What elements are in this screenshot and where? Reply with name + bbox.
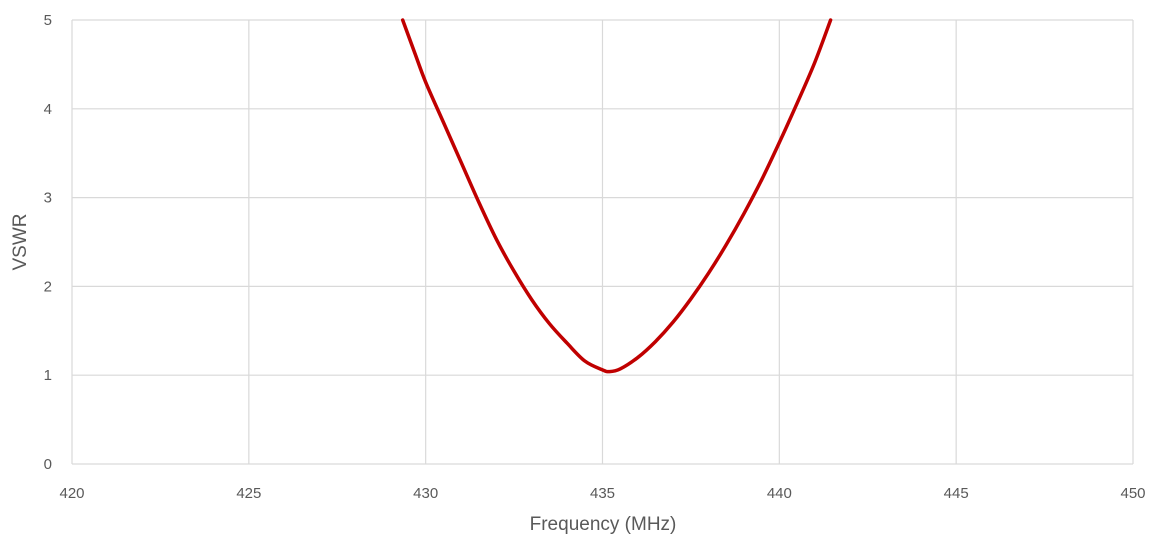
x-tick-label: 425	[236, 485, 261, 502]
x-tick-label: 430	[413, 485, 438, 502]
series-layer	[400, 18, 833, 374]
vswr-series-line	[400, 18, 833, 374]
y-tick-label: 5	[44, 12, 52, 29]
y-tick-label: 0	[44, 456, 52, 473]
x-tick-label: 450	[1120, 485, 1145, 502]
y-tick-label: 3	[44, 190, 52, 207]
y-tick-label: 1	[44, 367, 52, 384]
x-tick-label: 435	[590, 485, 615, 502]
grid-layer	[71, 19, 1134, 465]
y-tick-label: 2	[44, 278, 52, 295]
tick-layer: 0 1 2 3 4 5 420 425 430 435 440 445 450	[44, 12, 1146, 502]
x-tick-label: 440	[767, 485, 792, 502]
x-tick-label: 445	[944, 485, 969, 502]
y-axis-title: VSWR	[10, 214, 31, 271]
x-axis-title: Frequency (MHz)	[530, 514, 677, 535]
y-tick-label: 4	[44, 101, 52, 118]
x-tick-label: 420	[59, 485, 84, 502]
